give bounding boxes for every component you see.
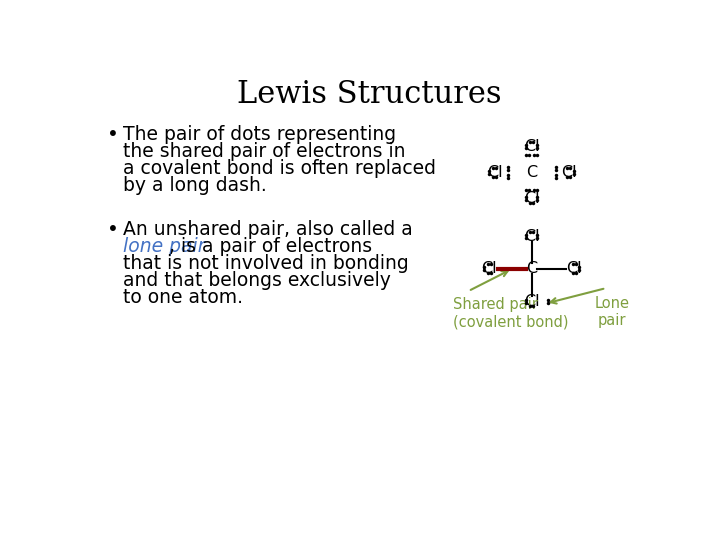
Text: Cl: Cl bbox=[524, 139, 539, 154]
Text: Cl: Cl bbox=[524, 294, 539, 309]
Text: by a long dash.: by a long dash. bbox=[122, 176, 266, 195]
Text: C: C bbox=[526, 261, 537, 276]
Text: the shared pair of electrons in: the shared pair of electrons in bbox=[122, 142, 405, 161]
Text: Cl: Cl bbox=[482, 261, 498, 276]
Text: Cl: Cl bbox=[487, 165, 503, 180]
Text: Lewis Structures: Lewis Structures bbox=[237, 79, 501, 110]
Text: Shared pair
(covalent bond): Shared pair (covalent bond) bbox=[453, 298, 568, 330]
Text: Lone
pair: Lone pair bbox=[595, 296, 630, 328]
Text: , is a pair of electrons: , is a pair of electrons bbox=[169, 237, 372, 256]
Text: to one atom.: to one atom. bbox=[122, 288, 243, 307]
Text: that is not involved in bonding: that is not involved in bonding bbox=[122, 254, 408, 273]
Text: Cl: Cl bbox=[561, 165, 577, 180]
Text: C: C bbox=[526, 165, 537, 180]
Text: Cl: Cl bbox=[524, 191, 539, 206]
Text: and that belongs exclusively: and that belongs exclusively bbox=[122, 271, 390, 290]
Text: lone pair: lone pair bbox=[122, 237, 205, 256]
Text: An unshared pair, also called a: An unshared pair, also called a bbox=[122, 220, 413, 239]
Text: Cl: Cl bbox=[566, 261, 582, 276]
Text: •: • bbox=[107, 220, 119, 239]
Text: Cl: Cl bbox=[524, 229, 539, 244]
Text: The pair of dots representing: The pair of dots representing bbox=[122, 125, 396, 144]
Text: a covalent bond is often replaced: a covalent bond is often replaced bbox=[122, 159, 436, 178]
Text: •: • bbox=[107, 125, 119, 144]
